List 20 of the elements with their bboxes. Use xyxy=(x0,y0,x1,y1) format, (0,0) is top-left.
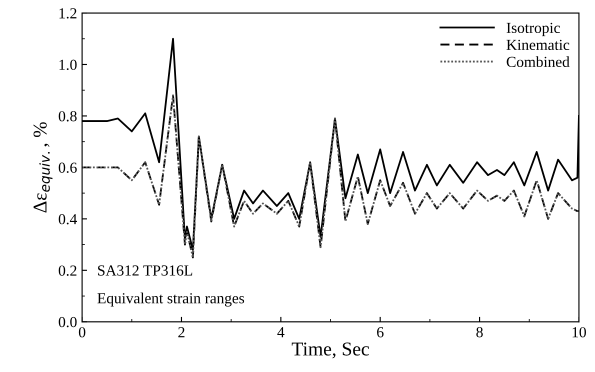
y-tick-label: 0.2 xyxy=(58,265,76,276)
y-tick-label: 0.0 xyxy=(58,316,77,328)
x-tick-label: 2 xyxy=(178,327,184,338)
y-tick-label: 1.0 xyxy=(59,60,77,70)
x-axis-title: Time, Sec xyxy=(292,342,369,358)
annotation: Equivalent strain ranges xyxy=(97,292,244,307)
legend-label: Kinematic xyxy=(506,40,570,50)
x-tick-label: 0 xyxy=(78,327,86,338)
x-tick-label: 6 xyxy=(377,327,384,338)
y-axis-title: Δε$_{equiv.}$, % xyxy=(34,122,52,213)
x-tick-label: 8 xyxy=(476,327,483,338)
y-tick-label: 0.6 xyxy=(58,162,77,173)
y-tick-label: 0.8 xyxy=(58,111,77,122)
y-tick-label: 1.2 xyxy=(59,8,76,19)
legend-label: Combined xyxy=(506,56,570,68)
x-tick-label: 4 xyxy=(277,327,284,338)
x-tick-label: 10 xyxy=(572,327,586,338)
annotation: SA312 TP316L xyxy=(98,265,192,276)
y-tick-label: 0.4 xyxy=(58,214,78,224)
legend-label: Isotropic xyxy=(506,22,560,36)
